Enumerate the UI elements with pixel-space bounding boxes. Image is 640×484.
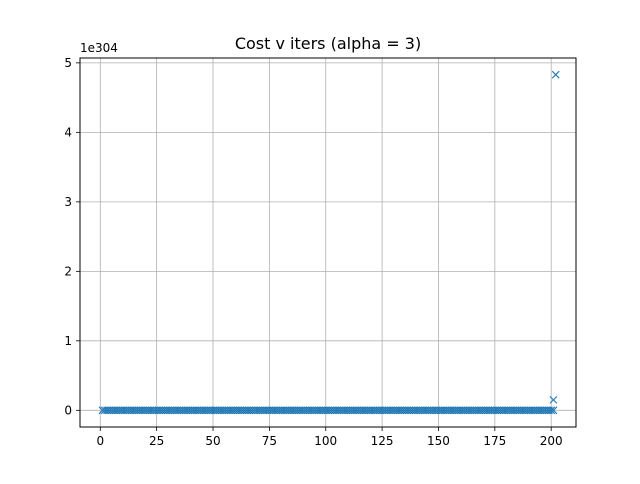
y-tick-label: 1 xyxy=(64,334,72,348)
x-tick-label: 175 xyxy=(483,434,506,448)
plot-frame xyxy=(79,57,577,428)
x-tick-label: 0 xyxy=(96,434,104,448)
x-tick-label: 25 xyxy=(149,434,164,448)
x-tick-label: 150 xyxy=(427,434,450,448)
y-tick-label: 4 xyxy=(64,125,72,139)
x-tick-label: 200 xyxy=(540,434,563,448)
y-tick-label: 5 xyxy=(64,56,72,70)
x-tick-label: 50 xyxy=(205,434,220,448)
chart-title: Cost v iters (alpha = 3) xyxy=(235,34,421,53)
y-tick-label: 0 xyxy=(64,403,72,417)
y-tick-label: 2 xyxy=(64,264,72,278)
data-points xyxy=(98,70,560,415)
data-point xyxy=(549,406,558,415)
data-point xyxy=(547,406,556,415)
data-point xyxy=(551,70,560,79)
x-tick-label: 100 xyxy=(314,434,337,448)
x-tick-label: 75 xyxy=(262,434,277,448)
y-tick-label: 3 xyxy=(64,195,72,209)
y-offset-label: 1e304 xyxy=(80,41,118,55)
data-point xyxy=(549,396,558,404)
x-axis: 0 25 50 75 100 125 150 175 200 xyxy=(96,427,563,448)
y-axis: 0 1 2 3 4 5 xyxy=(64,56,80,417)
x-tick-label: 125 xyxy=(371,434,394,448)
